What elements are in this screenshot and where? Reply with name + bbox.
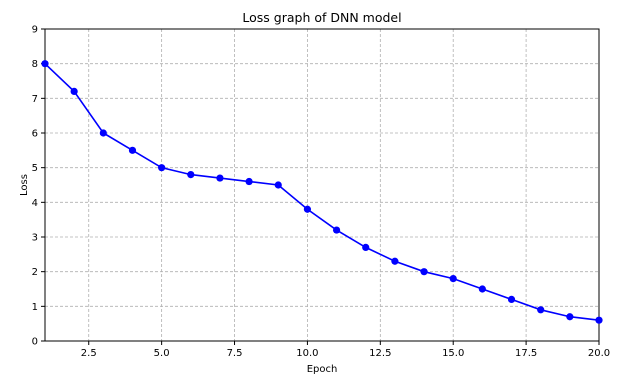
series-layer <box>41 60 603 324</box>
y-tick-label: 2 <box>32 267 38 278</box>
x-tick-label: 5.0 <box>154 348 170 359</box>
data-point <box>70 87 78 95</box>
data-point <box>303 205 312 213</box>
x-axis: 2.5 5.0 7.5 10.0 12.5 15.0 17.5 20.0 <box>81 341 610 359</box>
x-tick-label: 2.5 <box>81 348 97 359</box>
y-axis-label: Loss <box>19 174 30 196</box>
x-tick-label: 20.0 <box>588 348 610 359</box>
data-point <box>216 174 224 182</box>
y-tick-label: 6 <box>32 129 38 140</box>
data-point <box>537 306 545 314</box>
x-axis-label: Epoch <box>307 364 338 374</box>
data-point <box>566 313 574 321</box>
data-point <box>362 243 370 251</box>
x-tick-label: 7.5 <box>227 348 243 359</box>
grid <box>45 29 599 341</box>
data-point <box>507 295 516 303</box>
data-point <box>128 146 137 154</box>
data-point <box>449 275 457 283</box>
y-tick-label: 7 <box>32 94 38 105</box>
data-point <box>158 164 166 172</box>
data-point <box>391 257 399 265</box>
y-tick-label: 1 <box>32 302 38 313</box>
y-tick-label: 9 <box>32 25 38 36</box>
data-point <box>478 285 486 293</box>
data-point <box>332 226 341 234</box>
data-point <box>187 171 195 179</box>
y-tick-label: 5 <box>32 163 38 174</box>
data-point <box>245 177 253 186</box>
y-tick-label: 4 <box>32 198 38 209</box>
x-tick-label: 17.5 <box>515 348 537 359</box>
plot-frame <box>44 28 600 342</box>
data-point <box>595 316 603 324</box>
x-tick-label: 15.0 <box>442 348 464 359</box>
y-axis: 0 1 2 3 4 5 6 7 8 9 <box>32 25 45 348</box>
data-point <box>41 60 49 68</box>
data-point <box>99 129 107 137</box>
x-tick-label: 10.0 <box>296 348 318 359</box>
y-tick-label: 3 <box>32 233 38 244</box>
y-tick-label: 0 <box>32 337 38 348</box>
chart-title: Loss graph of DNN model <box>242 10 401 25</box>
data-point <box>274 181 282 189</box>
x-tick-label: 12.5 <box>369 348 391 359</box>
y-tick-label: 8 <box>32 59 38 70</box>
data-point <box>420 268 428 276</box>
series-line <box>44 63 600 321</box>
